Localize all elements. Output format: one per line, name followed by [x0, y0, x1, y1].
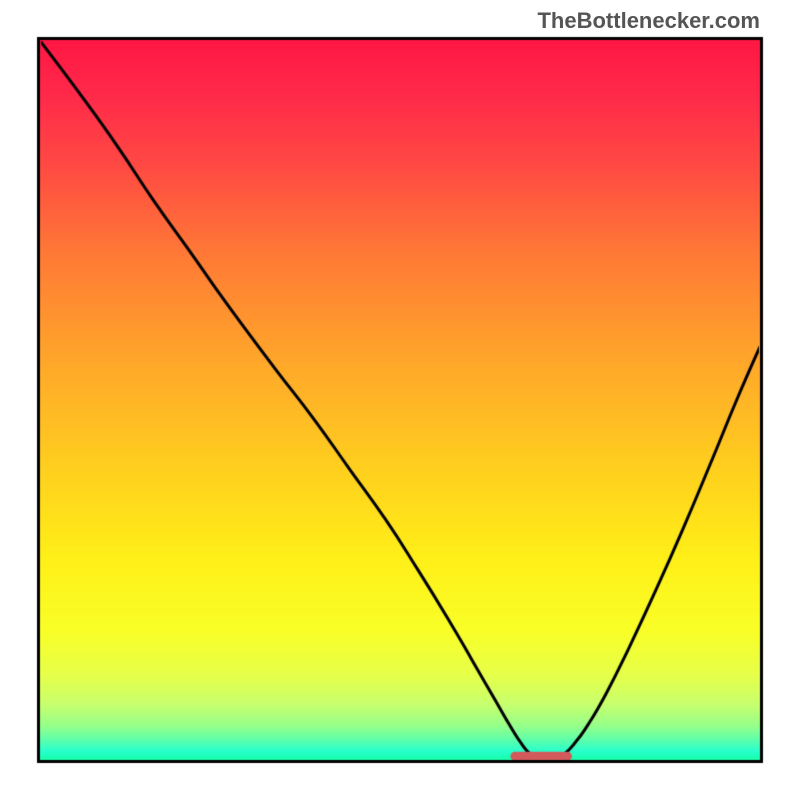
chart-container: TheBottlenecker.com	[0, 0, 800, 800]
watermark-text: TheBottlenecker.com	[537, 8, 760, 34]
chart-canvas	[0, 0, 800, 800]
